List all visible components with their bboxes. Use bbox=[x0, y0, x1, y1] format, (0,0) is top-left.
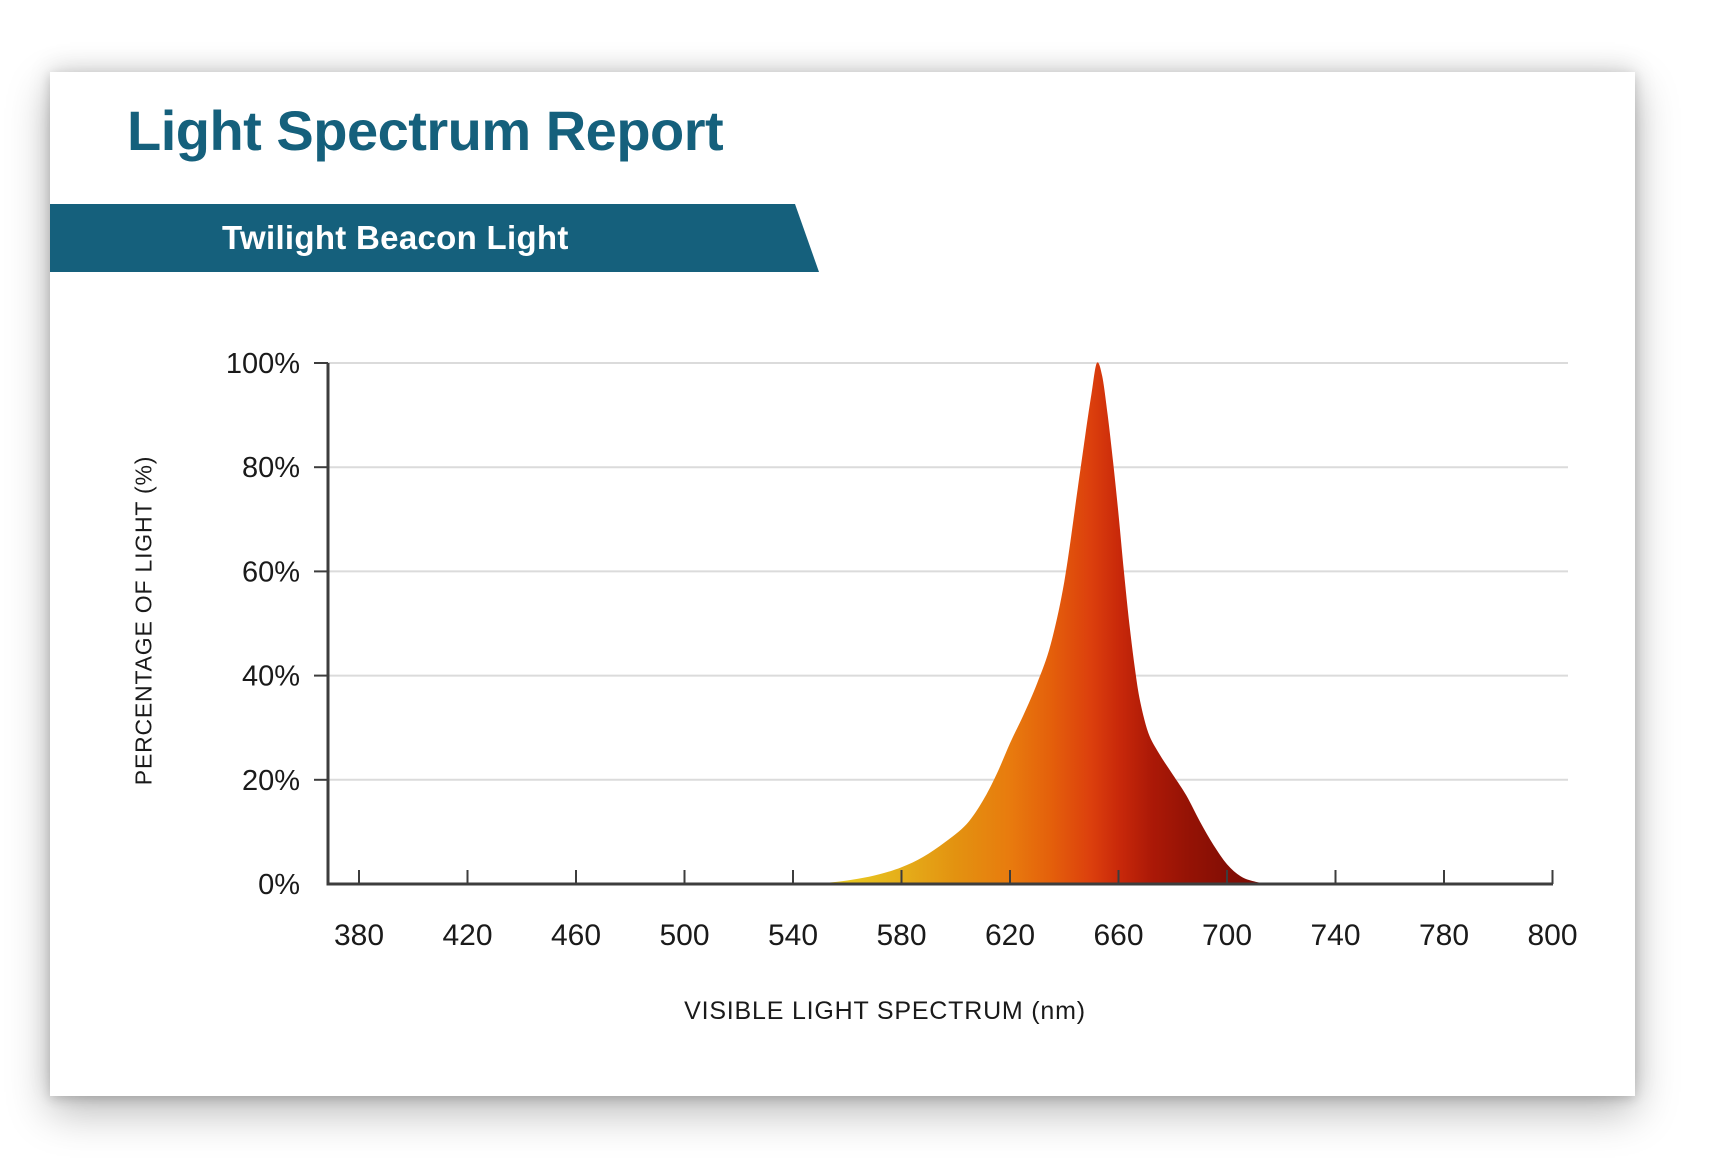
x-axis-title: VISIBLE LIGHT SPECTRUM (nm) bbox=[684, 997, 1086, 1025]
spectrum-area bbox=[793, 362, 1268, 884]
y-tick-label-100: 100% bbox=[226, 348, 300, 380]
y-tick-label-80: 80% bbox=[242, 452, 300, 484]
y-tick-label-0: 0% bbox=[258, 869, 300, 901]
spectrum-chart: 0% 20% 40% 60% 80% 100% 380 420 460 500 540 580 620 6… bbox=[226, 348, 1578, 952]
product-banner-label: Twilight Beacon Light bbox=[222, 219, 569, 256]
x-tick-label-740: 740 bbox=[1310, 919, 1360, 952]
x-tick-label-500: 500 bbox=[659, 919, 709, 952]
x-tick-label-660: 660 bbox=[1093, 919, 1143, 952]
x-tick-label-620: 620 bbox=[985, 919, 1035, 952]
x-tick-label-540: 540 bbox=[768, 919, 818, 952]
report-card: Light Spectrum Report Twilight Beacon Li… bbox=[50, 72, 1635, 1096]
y-axis-title: PERCENTAGE OF LIGHT (%) bbox=[130, 455, 157, 786]
y-tick-label-40: 40% bbox=[242, 661, 300, 693]
product-banner: Twilight Beacon Light bbox=[50, 204, 819, 272]
x-tick-label-580: 580 bbox=[876, 919, 926, 952]
x-tick-label-700: 700 bbox=[1202, 919, 1252, 952]
report-title: Light Spectrum Report bbox=[127, 99, 724, 162]
x-tick-label-380: 380 bbox=[334, 919, 384, 952]
x-tick-label-800: 800 bbox=[1527, 919, 1577, 952]
x-tick-label-460: 460 bbox=[551, 919, 601, 952]
y-tick-label-20: 20% bbox=[242, 765, 300, 797]
x-tick-label-420: 420 bbox=[442, 919, 492, 952]
x-tick-label-780: 780 bbox=[1419, 919, 1469, 952]
y-tick-label-60: 60% bbox=[242, 556, 300, 588]
